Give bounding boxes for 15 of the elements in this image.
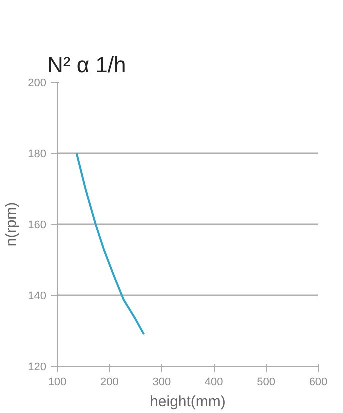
y-tick-label: 140 xyxy=(28,290,47,302)
y-tick-label: 120 xyxy=(28,362,47,374)
line-series xyxy=(76,152,146,336)
x-tick-label: 300 xyxy=(152,376,172,388)
y-tick-label: 160 xyxy=(28,220,47,232)
chart-title: N² α 1/h xyxy=(48,52,126,78)
x-tick-label: 400 xyxy=(204,376,224,388)
y-axis-title: n(rpm) xyxy=(3,202,20,247)
x-tick-label: 500 xyxy=(257,376,276,388)
x-tick-label: 200 xyxy=(100,376,119,388)
x-tick-label: 100 xyxy=(48,376,67,388)
y-tick-label: 180 xyxy=(28,148,47,160)
y-tick-label: 200 xyxy=(28,78,47,90)
x-tick-label: 600 xyxy=(309,376,328,388)
x-axis-title: height(mm) xyxy=(150,394,226,410)
